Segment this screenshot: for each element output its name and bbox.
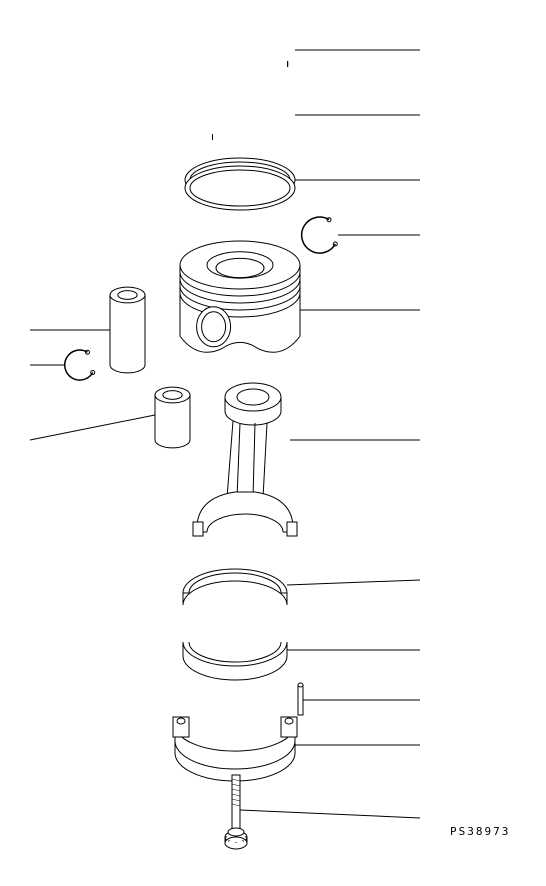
second-compression-ring	[213, 131, 215, 140]
connecting-rod	[193, 383, 297, 536]
piston-body	[180, 241, 300, 352]
rod-cap-bolt	[225, 775, 247, 849]
rod-cap-bolt-leader	[240, 810, 420, 818]
connecting-rod-cap	[173, 717, 297, 781]
top-compression-ring	[284, 60, 287, 68]
diagram-id-label: PS38973	[450, 825, 510, 838]
piston-pin-bushing	[155, 387, 190, 448]
snap-ring-left	[65, 350, 95, 380]
snap-ring-right	[302, 217, 338, 253]
diagram-svg	[0, 0, 546, 886]
oil-control-ring	[185, 158, 295, 210]
piston-pin	[110, 287, 145, 373]
upper-bearing-shell-leader	[287, 580, 420, 585]
piston-pin-bushing-leader	[30, 415, 155, 440]
upper-bearing-shell	[183, 569, 287, 605]
dowel-pin	[298, 683, 303, 715]
lower-bearing-shell	[183, 642, 287, 680]
exploded-diagram: PS38973	[0, 0, 546, 886]
